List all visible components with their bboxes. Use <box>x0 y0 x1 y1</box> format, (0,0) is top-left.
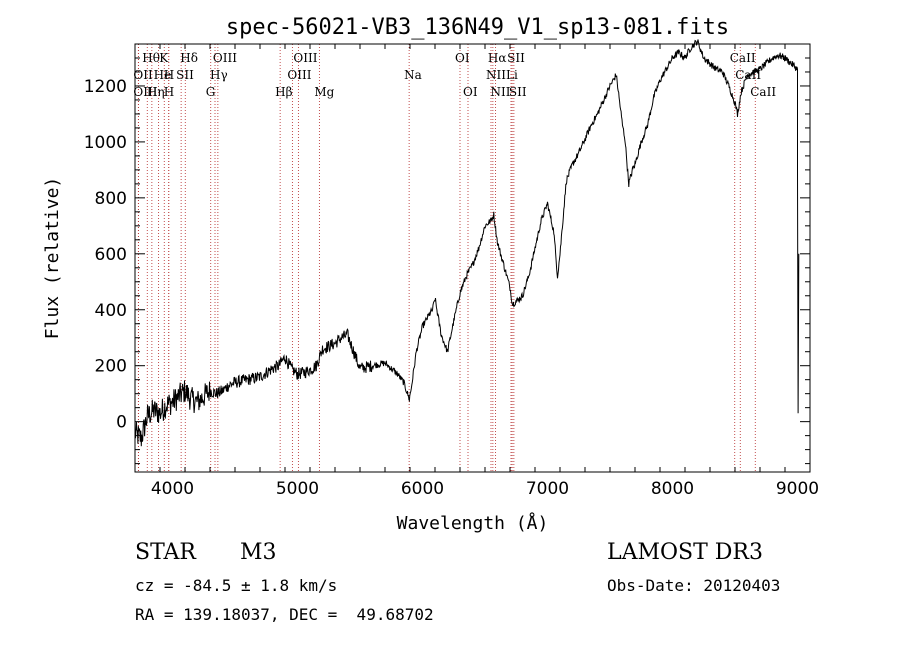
line-label: Hη <box>147 85 165 99</box>
line-label: Hβ <box>275 85 292 99</box>
line-label: OI <box>463 85 478 99</box>
line-label: H <box>164 85 174 99</box>
plot-frame <box>134 43 811 473</box>
y-axis-label: Flux (relative) <box>42 177 63 340</box>
line-label: K <box>159 51 169 65</box>
x-tick-label: 8000 <box>651 479 694 499</box>
line-label: Na <box>404 68 422 82</box>
line-label: CaII <box>730 51 756 65</box>
line-label: Li <box>506 68 518 82</box>
line-label: He <box>154 68 172 82</box>
x-tick-label: 9000 <box>776 479 819 499</box>
line-label: Mg <box>314 85 334 99</box>
object-subclass: M3 <box>240 540 277 565</box>
coordinates: RA = 139.18037, DEC = 49.68702 <box>135 605 434 624</box>
y-tick-label: 1000 <box>84 133 127 153</box>
y-tick-label: 200 <box>95 357 127 377</box>
line-label: Hδ <box>180 51 198 65</box>
line-label: SII <box>509 85 527 99</box>
x-axis-label: Wavelength (Å) <box>397 512 549 534</box>
observation-date: Obs-Date: 20120403 <box>607 576 781 595</box>
chart-title: spec-56021-VB3_136N49_V1_sp13-081.fits <box>226 15 729 40</box>
line-label: SII <box>176 68 194 82</box>
line-label: OII <box>133 68 153 82</box>
y-tick-label: 400 <box>95 301 127 321</box>
line-label: OIII <box>293 51 317 65</box>
object-class: STAR <box>135 540 196 565</box>
spectrum-line <box>134 39 800 447</box>
line-label: G <box>206 85 216 99</box>
survey-name: LAMOST DR3 <box>607 540 763 565</box>
y-tick-label: 800 <box>95 189 127 209</box>
x-tick-label: 6000 <box>401 479 444 499</box>
redshift-velocity: cz = -84.5 ± 1.8 km/s <box>135 576 338 595</box>
line-label: SII <box>507 51 525 65</box>
line-label: Hθ <box>142 51 160 65</box>
line-label: OIII <box>287 68 311 82</box>
x-tick-label: 4000 <box>151 479 194 499</box>
y-tick-label: 0 <box>116 413 127 433</box>
y-tick-label: 1200 <box>84 77 127 97</box>
x-tick-label: 7000 <box>526 479 569 499</box>
line-label: OIII <box>213 51 237 65</box>
line-label: CaII <box>750 85 776 99</box>
y-tick-label: 600 <box>95 245 127 265</box>
line-label: Hγ <box>210 68 228 82</box>
line-label: NII <box>491 85 511 99</box>
line-label: Hα <box>488 51 507 65</box>
line-label: OI <box>455 51 470 65</box>
line-label: NII <box>486 68 506 82</box>
x-tick-label: 5000 <box>276 479 319 499</box>
